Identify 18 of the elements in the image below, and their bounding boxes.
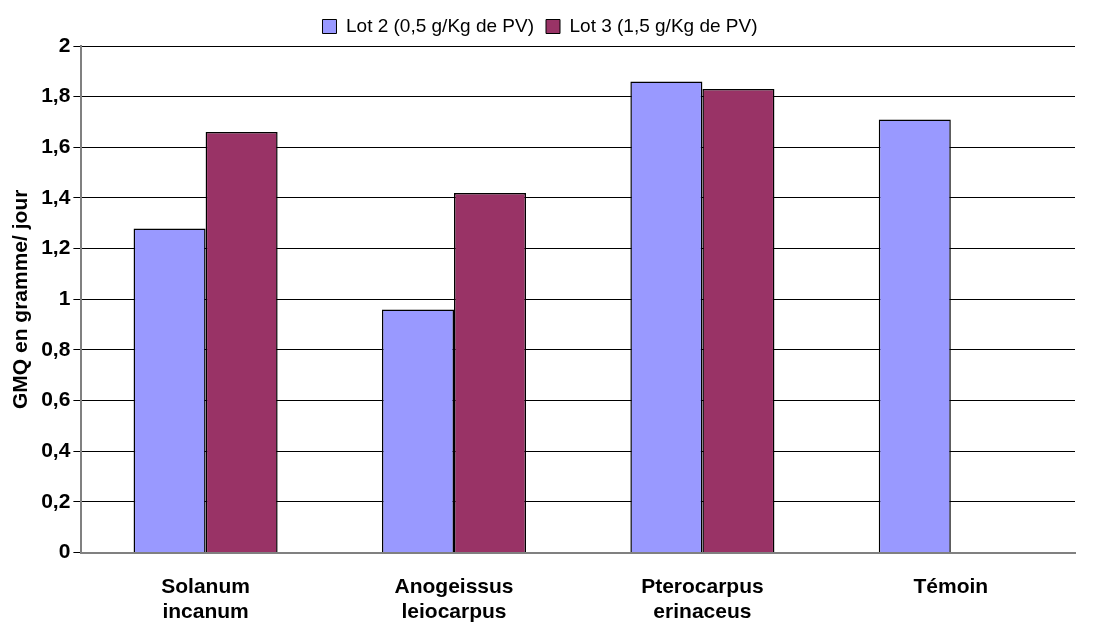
y-tick-label: 1,6 — [41, 134, 71, 158]
y-tick-label: 1,2 — [41, 235, 71, 259]
y-tick-label: 2 — [58, 32, 71, 56]
y-tick-label: 0,6 — [41, 387, 71, 411]
legend-label: Lot 2 (0,5 g/Kg de PV) — [345, 14, 535, 36]
x-tick-label: Témoin — [913, 574, 989, 597]
y-tick-label: 1 — [58, 286, 71, 310]
legend-label: Lot 3 (1,5 g/Kg de PV) — [569, 14, 758, 36]
y-axis-title: GMQ en gramme/ jour — [8, 189, 32, 409]
y-tick-label: 0,2 — [41, 488, 71, 512]
x-tick-label: Anogeissus leiocarpus — [394, 574, 514, 623]
y-tick-label: 0 — [58, 539, 71, 563]
y-tick-label: 0,8 — [41, 336, 71, 360]
x-tick-label: Solanum incanum — [161, 574, 250, 623]
y-tick-label: 0,4 — [41, 438, 71, 462]
x-tick-label: Pterocarpus erinaceus — [641, 574, 764, 623]
y-tick-label: 1,4 — [41, 184, 71, 208]
y-tick-label: 1,8 — [41, 83, 71, 107]
